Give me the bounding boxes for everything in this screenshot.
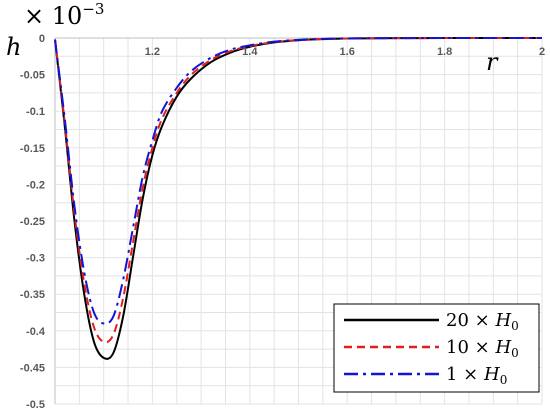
x-tick-label: 1.4 <box>242 46 258 58</box>
legend-label-variable: H <box>494 337 511 358</box>
y-tick-label: -0.35 <box>20 289 45 301</box>
legend-label-coefficient: 10 × <box>446 337 495 358</box>
x-tick-label: 1.6 <box>340 46 355 58</box>
y-tick-label: -0.2 <box>26 179 45 191</box>
legend-label-coefficient: 20 × <box>446 310 495 331</box>
y-tick-label: -0.4 <box>26 326 46 338</box>
series-lines <box>54 36 543 360</box>
tick-labels: 1.2 1.4 1.6 1.8 2 0 -0.05 -0.1 -0.15 -0.2 -0.25 -0.… <box>20 33 545 411</box>
legend-label: 20 × H0 <box>446 310 519 333</box>
legend-label: 10 × H0 <box>446 337 519 360</box>
y-tick-label: -0.5 <box>26 399 45 411</box>
legend-label: 1 × H0 <box>446 364 507 387</box>
series-line <box>54 37 542 325</box>
y-tick-label: -0.1 <box>26 106 45 118</box>
y-scale-factor: × 10−3 <box>24 0 104 30</box>
y-tick-label: -0.3 <box>26 253 45 265</box>
y-tick-label: 0 <box>39 33 45 45</box>
legend-label-subscript: 0 <box>511 319 519 333</box>
legend-label-coefficient: 1 × <box>446 364 484 385</box>
x-tick-label: 1.8 <box>437 46 452 58</box>
y-tick-label: -0.45 <box>20 362 45 374</box>
legend-label-subscript: 0 <box>500 373 508 387</box>
x-axis-label: r <box>486 48 499 76</box>
series-line <box>54 36 543 344</box>
legend-label-subscript: 0 <box>511 346 519 360</box>
x-tick-label: 1.2 <box>145 46 160 58</box>
legend-label-variable: H <box>494 310 511 331</box>
y-scale-base: × 10 <box>24 2 82 30</box>
y-tick-label: -0.15 <box>20 143 45 155</box>
y-axis-label: h <box>6 33 21 61</box>
y-tick-label: -0.25 <box>20 216 45 228</box>
y-tick-label: -0.05 <box>20 70 45 82</box>
x-tick-label: 2 <box>539 46 545 58</box>
y-scale-exponent: −3 <box>82 0 104 18</box>
legend-label-variable: H <box>483 364 500 385</box>
